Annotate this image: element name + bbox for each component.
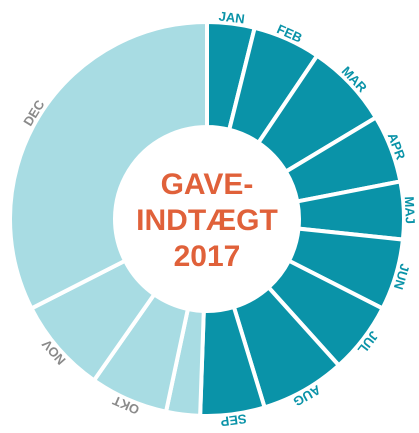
center-title: GAVE-: [161, 168, 254, 201]
center-title: 2017: [174, 240, 241, 273]
slice-label: JUN: [391, 262, 413, 291]
slice-label: SEP: [219, 411, 247, 429]
center-title: INDTÆGT: [136, 204, 278, 237]
slice-label: MAJ: [402, 196, 418, 224]
slice-label: JAN: [218, 8, 246, 26]
slice: [8, 19, 209, 312]
